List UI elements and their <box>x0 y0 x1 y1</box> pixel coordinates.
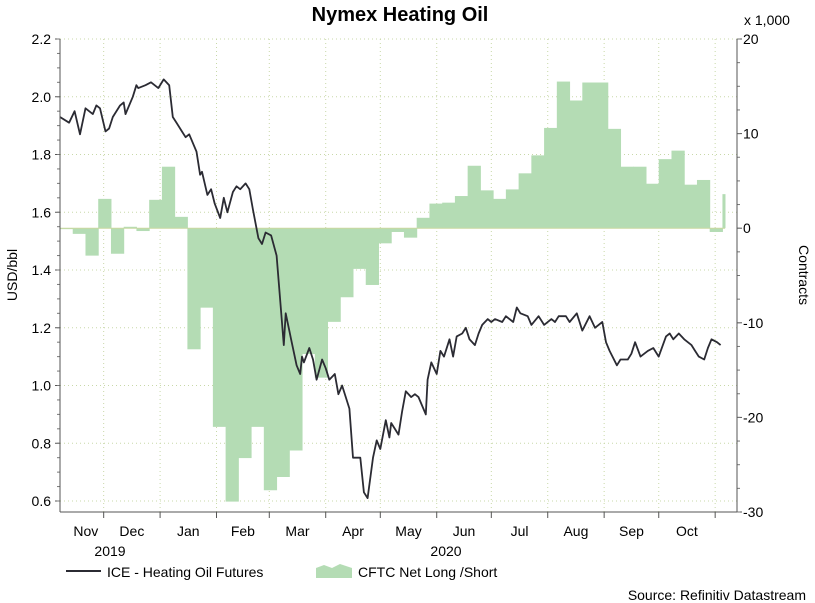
cftc-bar <box>467 165 481 229</box>
x-month-label: Jun <box>453 523 476 539</box>
left-tick-label: 2.0 <box>32 89 52 105</box>
cftc-bar <box>544 127 558 229</box>
chart-title: Nymex Heating Oil <box>312 4 489 26</box>
x-month-label: Jan <box>177 523 200 539</box>
cftc-bar <box>327 228 341 322</box>
year-label-2019: 2019 <box>94 543 125 559</box>
left-tick-label: 1.0 <box>32 378 52 394</box>
x-month-label: Nov <box>73 523 98 539</box>
cftc-bar <box>149 199 163 229</box>
cftc-bar <box>200 228 214 308</box>
year-label-2020: 2020 <box>430 543 461 559</box>
cftc-bar <box>251 228 265 427</box>
x-month-label: Oct <box>676 523 698 539</box>
x-month-label: May <box>395 523 421 539</box>
left-tick-label: 1.4 <box>32 262 52 278</box>
cftc-bar <box>556 81 571 229</box>
x-month-label: Mar <box>285 523 309 539</box>
cftc-bar <box>225 228 239 502</box>
right-tick-label: -30 <box>743 504 763 520</box>
cftc-bar <box>569 100 583 229</box>
right-tick-label: 10 <box>743 126 759 142</box>
cftc-bar <box>85 228 99 256</box>
cftc-bar <box>709 228 723 232</box>
legend: ICE - Heating Oil Futures CFTC Net Long … <box>66 564 497 580</box>
left-tick-label: 1.2 <box>32 320 52 336</box>
legend-area-swatch <box>316 564 352 578</box>
cftc-bar <box>671 150 685 229</box>
cftc-bar <box>110 228 125 254</box>
cftc-bar <box>161 166 176 229</box>
cftc-bar <box>365 228 379 285</box>
x-month-label: Feb <box>231 523 255 539</box>
axes <box>55 38 742 518</box>
x-month-label: Aug <box>563 523 588 539</box>
cftc-bar <box>531 155 545 229</box>
left-tick-label: 0.8 <box>32 435 52 451</box>
x-month-label: Sep <box>619 523 644 539</box>
tick-labels: 0.6 0.8 1.0 1.2 1.4 1.6 1.8 2.0 2.2 -30 -20 -10 0 10 2… <box>32 31 764 539</box>
cftc-bar <box>403 228 418 238</box>
cftc-bar <box>505 189 520 229</box>
gridlines <box>60 38 737 512</box>
cftc-bar <box>493 198 507 229</box>
cftc-bar <box>302 228 316 355</box>
x-month-label: Jul <box>511 523 529 539</box>
cftc-bar <box>276 228 290 477</box>
legend-area-label: CFTC Net Long /Short <box>358 564 497 580</box>
legend-line-label: ICE - Heating Oil Futures <box>107 564 263 580</box>
cftc-bar <box>289 228 303 451</box>
cftc-area-series <box>60 81 726 502</box>
cftc-bar <box>429 203 443 229</box>
cftc-bar <box>658 159 672 229</box>
cftc-bar <box>340 228 354 298</box>
cftc-bar <box>633 166 647 229</box>
right-tick-label: -10 <box>743 315 763 331</box>
cftc-bar <box>353 228 367 269</box>
left-tick-label: 1.8 <box>32 147 52 163</box>
right-axis-multiplier: x 1,000 <box>744 12 790 28</box>
cftc-bar <box>454 196 469 229</box>
x-month-label: Dec <box>119 523 144 539</box>
cftc-bar <box>391 228 405 232</box>
cftc-bar <box>238 228 252 459</box>
right-tick-label: 0 <box>743 220 751 236</box>
cftc-bar <box>722 194 726 229</box>
cftc-bar <box>136 228 150 232</box>
left-tick-label: 1.6 <box>32 204 52 220</box>
cftc-bar <box>72 228 86 234</box>
cftc-bar <box>582 82 596 229</box>
cftc-bar <box>646 183 660 229</box>
left-tick-label: 2.2 <box>32 31 52 47</box>
heating-oil-line-series <box>59 78 722 499</box>
cftc-bar <box>684 184 698 229</box>
source-note: Source: Refinitiv Datastream <box>628 587 806 603</box>
cftc-bar <box>212 228 227 427</box>
cftc-bar <box>98 198 112 229</box>
right-axis-label: Contracts <box>796 245 812 305</box>
cftc-bar <box>263 228 278 491</box>
cftc-bar <box>123 226 137 229</box>
right-tick-label: -20 <box>743 409 763 425</box>
cftc-bar <box>314 228 329 378</box>
cftc-bar <box>620 166 634 229</box>
right-tick-label: 20 <box>743 31 759 47</box>
cftc-bar <box>595 82 609 229</box>
cftc-bar <box>378 228 392 244</box>
cftc-bar <box>174 216 188 229</box>
heating-oil-line <box>59 78 722 499</box>
left-tick-label: 0.6 <box>32 493 52 509</box>
cftc-bar <box>696 179 711 229</box>
left-axis-label: USD/bbl <box>4 249 20 301</box>
cftc-bar <box>416 217 430 229</box>
cftc-bar <box>480 190 494 229</box>
cftc-bar <box>607 128 622 229</box>
cftc-bar <box>518 173 532 229</box>
x-month-label: Apr <box>342 523 364 539</box>
cftc-bar <box>442 202 456 229</box>
cftc-bar <box>187 228 201 350</box>
